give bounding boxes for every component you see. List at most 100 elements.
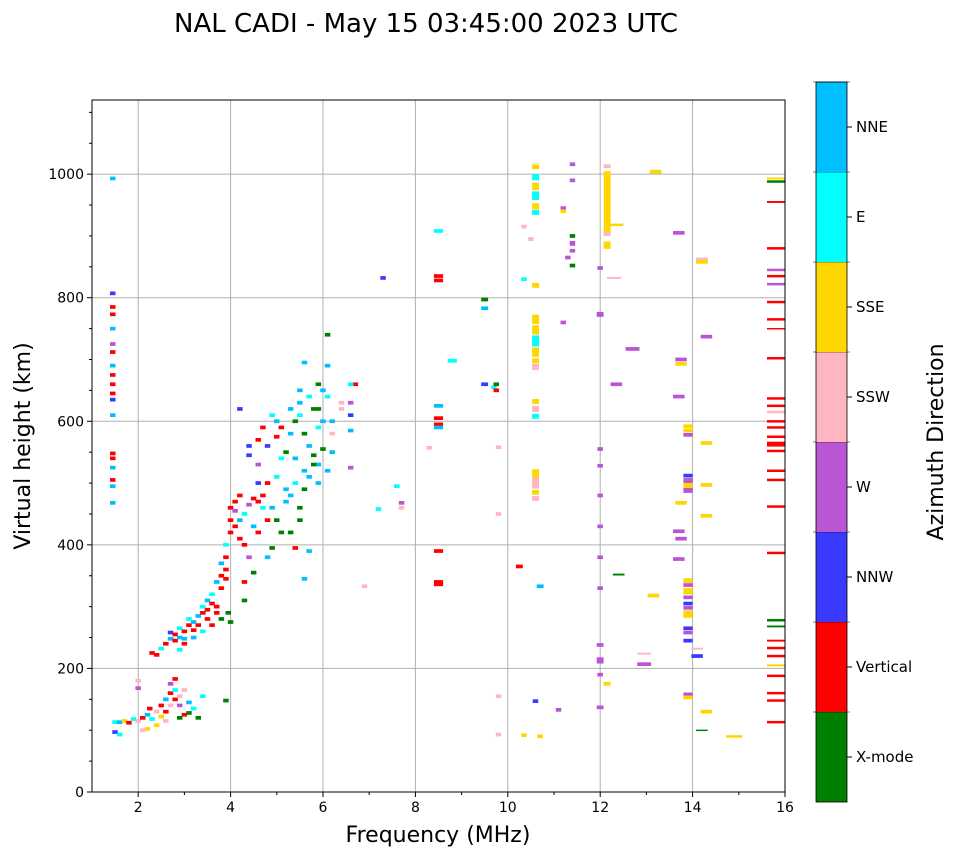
data-point-nne [347,428,354,433]
data-point-w [683,630,693,635]
data-point-ssw [532,363,539,370]
data-point-w [246,502,252,507]
data-point-e [200,604,206,609]
colorbar-frame [815,81,848,803]
data-point-nne [218,561,225,566]
data-point-vertical [190,628,197,632]
data-point-xmode [311,462,317,467]
data-point-sse [532,314,539,324]
x-tick-label: 8 [411,800,420,816]
data-point-ssw [338,400,345,405]
plot-frame [91,99,786,793]
data-point-xmode [227,620,234,624]
data-point-w [597,524,603,529]
data-point-sse [683,695,693,700]
data-point-sse [532,282,539,288]
data-point-vertical [433,549,444,553]
data-point-w [569,162,576,167]
data-point-vertical [223,577,229,581]
data-point-w [637,662,652,666]
data-point-vertical [260,493,266,498]
data-point-vertical [110,350,116,354]
data-point-nnw [237,407,243,411]
data-point-ssw [426,446,432,450]
data-point-sse [532,489,539,495]
data-point-w [560,206,566,210]
data-point-xmode [269,546,275,550]
colorbar-segment [816,712,847,802]
data-point-w [569,178,576,183]
data-point-vertical [172,697,178,702]
data-points [110,162,785,739]
data-point-sse [675,362,687,366]
data-point-e [200,629,206,634]
data-point-xmode [324,332,331,337]
data-point-vertical [767,435,785,438]
data-point-ssw [637,652,652,655]
y-tick-label: 200 [57,661,84,677]
data-point-nnw [264,444,271,448]
data-point-w [683,595,693,600]
data-point-sse [609,223,624,227]
data-point-vertical [140,716,146,720]
data-point-ssw [153,709,160,714]
data-point-ssw [532,496,539,501]
data-point-vertical [767,357,785,360]
data-point-e [297,413,303,417]
data-point-vertical [195,623,201,627]
data-point-vertical [767,328,785,330]
data-point-nne [144,712,151,717]
data-point-nne [433,425,444,430]
data-point-xmode [297,518,303,522]
data-point-xmode [767,619,785,622]
data-point-nne [110,501,116,505]
data-point-nne [301,360,308,365]
colorbar-segment [816,262,847,352]
data-point-vertical [110,456,116,461]
data-point-vertical [237,536,243,541]
data-point-w [569,240,576,246]
colorbar-tick-label: W [856,478,871,496]
colorbar-segment [816,622,847,712]
data-point-nne [481,306,489,311]
data-point-e [447,358,457,363]
data-point-e [177,626,183,631]
data-point-nne [163,697,169,702]
data-point-vertical [767,274,785,278]
data-point-e [532,191,539,200]
data-point-sse [683,610,693,618]
data-point-vertical [515,564,523,569]
data-point-nnw [481,382,489,387]
data-point-sse [153,723,160,728]
data-point-nne [237,518,243,522]
data-point-vertical [292,546,298,550]
data-point-w [683,433,693,437]
data-point-sse [700,709,713,714]
data-point-sse [532,358,539,364]
data-point-vertical [250,496,257,501]
data-point-vertical [767,300,785,304]
data-point-vertical [433,580,444,584]
data-point-sse [683,483,693,488]
data-point-nne [110,326,116,331]
data-point-sse [537,734,543,739]
data-point-vertical [163,709,169,714]
data-point-vertical [181,712,188,717]
data-point-nne [190,620,197,624]
data-point-sse [158,714,164,719]
data-point-sse [700,441,713,445]
data-point-vertical [433,416,444,420]
data-point-sse [683,424,693,429]
data-point-vertical [209,623,215,627]
data-point-e [315,425,322,430]
data-point-nnw [246,453,252,458]
data-point-vertical [126,720,132,725]
data-point-nne [306,549,312,553]
data-point-w [597,586,603,590]
data-point-vertical [209,601,215,606]
data-point-sse [532,469,539,479]
chart-title: NAL CADI - May 15 03:45:00 2023 UTC [174,9,678,39]
data-point-nne [315,462,322,467]
data-point-e [292,481,298,485]
data-point-vertical [767,646,785,650]
